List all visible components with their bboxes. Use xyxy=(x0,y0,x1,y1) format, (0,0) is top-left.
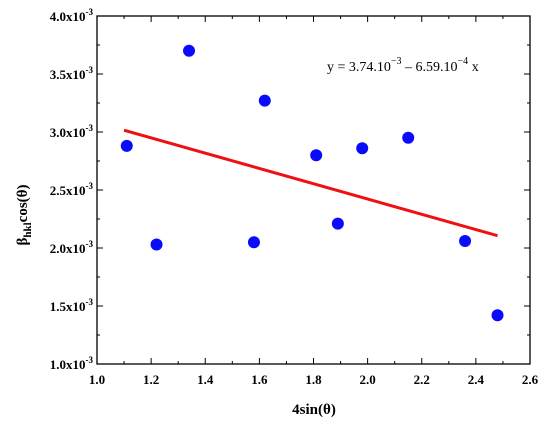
regression-equation: y = 3.74.10−3 – 6.59.10−4 x xyxy=(327,56,479,75)
data-point xyxy=(247,236,260,249)
x-tick-label: 1.2 xyxy=(143,372,159,387)
plot-frame xyxy=(96,15,531,365)
x-tick-label: 2.0 xyxy=(360,372,376,387)
y-tick-label: 1.0x10-3 xyxy=(50,355,94,372)
y-tick-label: 4.0x10-3 xyxy=(50,7,94,24)
data-point xyxy=(258,94,271,107)
y-axis-title: βhklcos(θ) xyxy=(15,184,34,245)
y-tick-label: 2.5x10-3 xyxy=(50,181,94,198)
x-tick-label: 2.4 xyxy=(468,372,485,387)
data-point xyxy=(331,217,344,230)
x-tick-label: 1.4 xyxy=(197,372,214,387)
data-point xyxy=(310,149,323,162)
axes xyxy=(96,15,531,365)
data-point xyxy=(150,238,163,251)
data-point xyxy=(491,309,504,322)
data-point xyxy=(402,131,415,144)
y-tick-label: 1.5x10-3 xyxy=(50,297,94,314)
x-tick-label: 1.0 xyxy=(89,372,105,387)
fit-line-layer xyxy=(123,128,498,238)
x-axis-title: 4sin(θ) xyxy=(292,402,336,418)
regression-line xyxy=(123,128,498,238)
y-tick-label: 3.5x10-3 xyxy=(50,65,94,82)
x-tick-label: 2.2 xyxy=(414,372,430,387)
y-tick-label: 2.0x10-3 xyxy=(50,239,94,256)
data-point xyxy=(120,139,133,152)
tick-labels: 1.0 1.2 1.4 1.6 1.8 2.0 2.2 2.4 2.6 1.0x10-3 1.5x1… xyxy=(50,7,539,387)
data-point xyxy=(183,44,196,57)
data-points xyxy=(120,44,504,322)
x-tick-label: 2.6 xyxy=(522,372,539,387)
data-point xyxy=(356,142,369,155)
x-tick-label: 1.8 xyxy=(305,372,322,387)
y-tick-label: 3.0x10-3 xyxy=(50,123,94,140)
x-tick-label: 1.6 xyxy=(251,372,268,387)
data-point xyxy=(459,235,472,248)
